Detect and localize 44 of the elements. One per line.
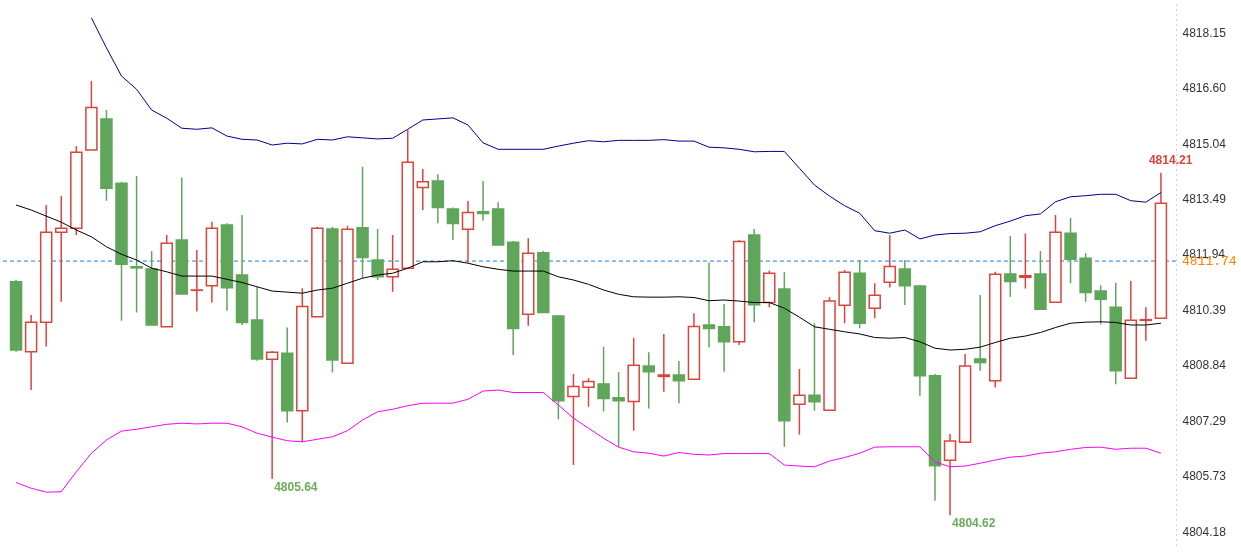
candlestick	[702, 261, 716, 349]
candlestick	[943, 433, 957, 517]
candlestick	[973, 294, 987, 372]
candlestick	[1139, 306, 1153, 342]
candlestick	[717, 303, 731, 373]
candlestick	[371, 228, 384, 281]
candlestick	[883, 234, 897, 289]
candlestick	[461, 200, 475, 264]
candlestick	[1004, 235, 1017, 298]
line-series	[15, 204, 1162, 351]
y-tick-label: 4813.49	[1182, 192, 1227, 207]
y-tick-label: 4804.18	[1182, 524, 1227, 539]
y-tick-label: 4815.04	[1182, 136, 1227, 151]
annotation: 4805.64	[274, 479, 318, 494]
candlestick	[1019, 232, 1032, 290]
y-tick-label: 4808.84	[1182, 358, 1227, 373]
y-tick-label: 4807.29	[1182, 413, 1227, 428]
y-tick-label: 4816.60	[1182, 81, 1227, 95]
candlestick	[808, 322, 821, 412]
candlestick	[1094, 284, 1107, 326]
y-tick-label: 4818.15	[1182, 25, 1227, 40]
candlestick	[386, 234, 399, 293]
candlestick	[476, 180, 490, 222]
annotation: 4804.62	[952, 516, 996, 531]
candlestick	[190, 249, 204, 313]
candlestick	[597, 346, 610, 413]
candlestick	[582, 377, 595, 408]
candlestick	[265, 350, 279, 480]
candlestick	[657, 333, 671, 393]
annotation: 4814.21	[1148, 152, 1193, 167]
candlestick	[898, 259, 912, 306]
candlestick	[793, 368, 806, 436]
candlestick	[868, 282, 881, 319]
candlestick	[642, 351, 656, 410]
candlestick	[567, 373, 580, 466]
candlestick	[55, 195, 68, 303]
candlestick	[672, 360, 686, 404]
y-tick-label: 4810.39	[1182, 302, 1227, 317]
candlestick	[612, 371, 625, 448]
candlestick	[130, 175, 143, 314]
y-tick-label: 4805.73	[1182, 469, 1227, 484]
candlestick	[446, 206, 460, 241]
line-series	[15, 389, 1162, 493]
candlestick	[416, 168, 430, 211]
